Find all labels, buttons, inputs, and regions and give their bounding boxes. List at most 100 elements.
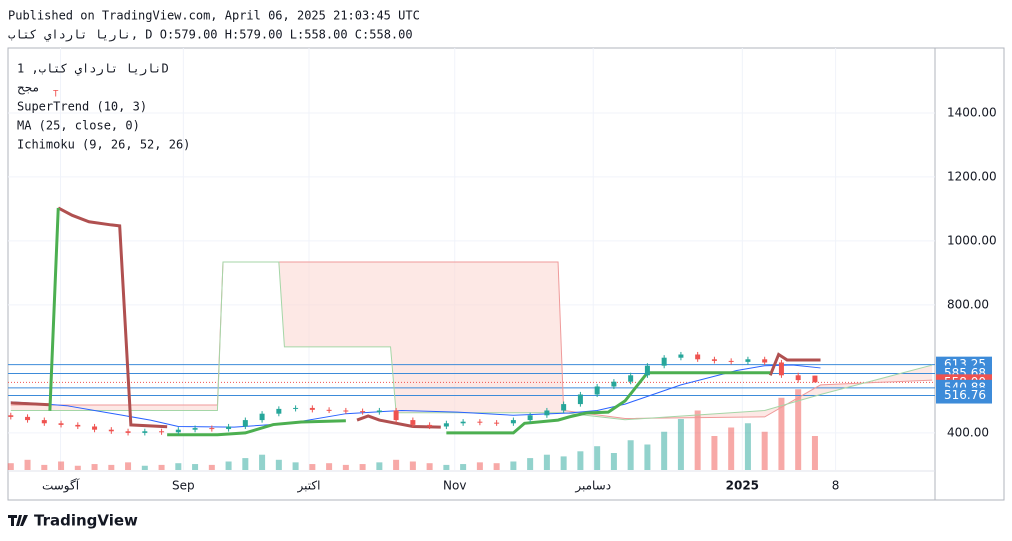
candle-body — [661, 357, 667, 366]
volume-bar — [175, 463, 182, 470]
candle-body — [745, 359, 751, 362]
y-tick-label: 400.00 — [947, 425, 989, 439]
volume-bar — [125, 462, 132, 470]
volume-bar — [74, 465, 81, 470]
price-label: 516.76 — [944, 388, 986, 402]
candle-body — [8, 415, 14, 417]
volume-bar — [527, 458, 534, 470]
candle-body — [762, 359, 768, 363]
line-series — [10, 364, 821, 428]
volume-bar — [342, 464, 349, 470]
volume-bar — [208, 464, 215, 470]
volume-bar — [359, 464, 366, 470]
candle-body — [728, 360, 734, 362]
volume-bar — [560, 456, 567, 470]
volume-bar — [594, 446, 601, 470]
volume-bar — [376, 462, 383, 470]
volume-bar — [158, 464, 165, 470]
legend-exchange: مجح — [17, 81, 39, 95]
candle-body — [393, 410, 399, 421]
volume-bar — [761, 431, 768, 470]
volume-bar — [811, 436, 818, 470]
price-label-box — [936, 387, 992, 404]
volume-bar — [141, 465, 148, 470]
volume-bar — [309, 464, 316, 470]
candle-body — [778, 362, 784, 376]
volume-bar — [577, 451, 584, 470]
y-tick-label: 800.00 — [947, 297, 989, 311]
x-tick-label: آگوست — [42, 478, 80, 494]
candle-body — [58, 423, 64, 425]
legend-marker: T — [53, 90, 59, 100]
volume-bar — [661, 431, 668, 470]
candle-body — [276, 408, 282, 414]
candle-body — [343, 410, 349, 412]
volume-bar — [443, 464, 450, 470]
volume-bar — [58, 461, 65, 470]
candle-body — [92, 426, 98, 430]
candle-body — [125, 431, 131, 433]
legend-indicator: MA (25, close, 0) — [17, 119, 140, 133]
volume-bar — [795, 389, 802, 470]
volume-bar — [41, 464, 48, 470]
legend-symbol: ناريا تارداي كتاب, 1D — [17, 62, 169, 77]
volume-bar — [409, 461, 416, 470]
y-tick-label: 1400.00 — [947, 105, 997, 119]
volume-bar — [610, 453, 617, 470]
candle-body — [410, 420, 416, 425]
ichimoku-cloud — [10, 262, 933, 420]
candle-body — [544, 410, 550, 416]
candle-body — [309, 407, 315, 410]
candle-body — [443, 423, 449, 427]
candle-body — [561, 404, 567, 411]
y-tick-label: 1000.00 — [947, 233, 997, 247]
plot: 400.00 800.00 1000.00 1200.00 1400.00 آگوست Se… — [7, 48, 997, 494]
candle-body — [142, 431, 148, 433]
candle-body — [360, 411, 366, 413]
y-tick-label: 1200.00 — [947, 169, 997, 183]
candle-body — [209, 428, 215, 430]
volume-bar — [694, 410, 701, 470]
volume-bar — [192, 464, 199, 470]
candle-body — [175, 429, 181, 433]
volume-bar — [91, 464, 98, 470]
candle-body — [460, 421, 466, 424]
candle-body — [695, 354, 701, 360]
candle-body — [376, 410, 382, 413]
candle-body — [527, 415, 533, 421]
candle-body — [594, 386, 600, 395]
volume-bar — [543, 454, 550, 470]
candle-body — [192, 428, 198, 430]
candle-body — [427, 424, 433, 427]
candle-body — [326, 409, 332, 411]
volume-bar — [225, 461, 232, 470]
x-tick-label: Sep — [172, 479, 195, 493]
volume-bar — [326, 463, 333, 470]
candle-body — [159, 431, 165, 433]
candle-body — [242, 420, 248, 427]
volume-bar — [711, 436, 718, 470]
frame — [7, 47, 1005, 501]
line-series — [10, 206, 821, 429]
line-series — [48, 207, 771, 437]
volume-bar — [292, 462, 299, 470]
candle-body — [795, 375, 801, 381]
candle-body — [628, 375, 634, 382]
candle-body — [477, 421, 483, 423]
x-tick-label: 2025 — [726, 479, 759, 493]
x-tick-label: دسامبر — [574, 479, 611, 494]
candle-body — [678, 354, 684, 358]
volume-bar — [24, 459, 31, 470]
candle-body — [494, 422, 500, 424]
candle-body — [611, 381, 617, 387]
volume-bar — [259, 454, 266, 470]
volume-bar — [677, 419, 684, 470]
volume-bar — [275, 459, 282, 470]
candle-body — [644, 365, 650, 376]
legend-indicator: SuperTrend (10, 3) — [17, 100, 147, 114]
x-tick-label: 8 — [832, 479, 840, 493]
candle-body — [577, 394, 583, 405]
volume-bar — [644, 444, 651, 470]
logo — [8, 515, 28, 526]
